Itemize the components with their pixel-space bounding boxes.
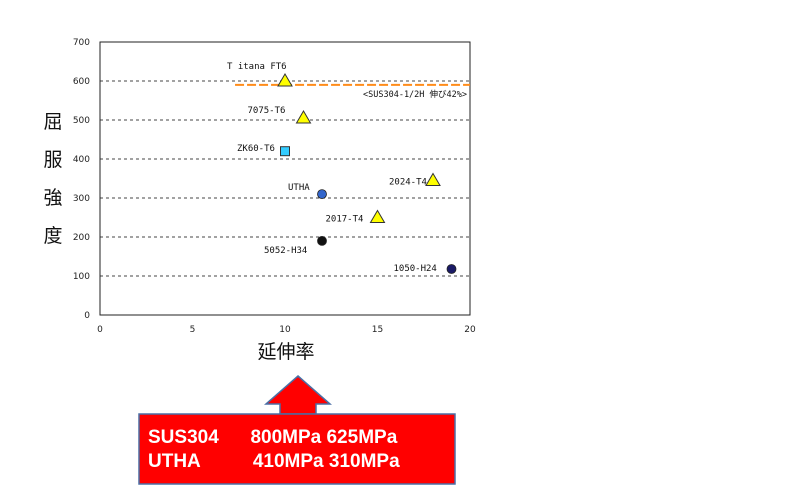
callout-box [138,413,456,485]
y-tick-labels: 0 100 200 300 400 500 600 700 [73,38,90,321]
square-marker [280,146,290,157]
y-axis-label-char: 屈 [43,111,62,133]
y-tick-label: 200 [73,233,90,243]
circle-marker [317,235,327,246]
point-label: 1050-H24 [394,264,437,274]
x-tick-label: 15 [372,325,383,335]
y-axis-label-char: 服 [43,149,62,171]
reference-line-label: <SUS304-1/2H 伸び42%> [363,89,467,100]
point-label: 5052-H34 [264,246,307,256]
x-tick-label: 20 [464,325,476,335]
x-tick-label: 0 [97,325,103,335]
x-axis-label: 延伸率 [257,341,314,363]
y-axis-label-char: 強 [43,187,62,209]
point-label: T itana FT6 [227,62,287,72]
x-tick-labels: 0 5 10 15 20 [97,325,476,335]
point-label: ZK60-T6 [237,144,275,154]
up-arrow-icon [264,375,332,415]
x-tick-label: 10 [279,325,291,335]
circle-marker [317,189,327,200]
plot-frame [99,41,471,316]
data-points: T itana FT6 7075-T6 ZK60-T6 UTHA 2024-T4 2017… [227,62,457,274]
y-tick-label: 400 [73,155,90,165]
triangle-marker [277,73,293,87]
y-tick-label: 600 [73,77,90,87]
circle-marker [446,264,457,274]
y-tick-label: 0 [84,311,90,321]
point-label: 7075-T6 [248,106,286,116]
y-axis-label-char: 度 [43,225,62,247]
callout-line-1: SUS304 800MPa 625MPa [148,427,398,448]
callout-line-2: UTHA 410MPa 310MPa [148,451,400,472]
y-tick-label: 700 [73,38,90,48]
x-tick-label: 5 [190,325,196,335]
y-tick-label: 500 [73,116,90,126]
point-label: 2024-T4 [389,177,427,187]
y-tick-label: 300 [73,194,90,204]
triangle-marker [425,172,441,186]
axes [99,41,471,316]
reference-line-group: <SUS304-1/2H 伸び42%> [235,83,470,100]
triangle-marker [295,110,312,124]
y-tick-label: 100 [73,272,90,282]
triangle-marker [369,209,386,223]
point-label: UTHA [288,183,310,193]
point-label: 2017-T4 [326,215,364,225]
grid-lines [100,80,470,277]
